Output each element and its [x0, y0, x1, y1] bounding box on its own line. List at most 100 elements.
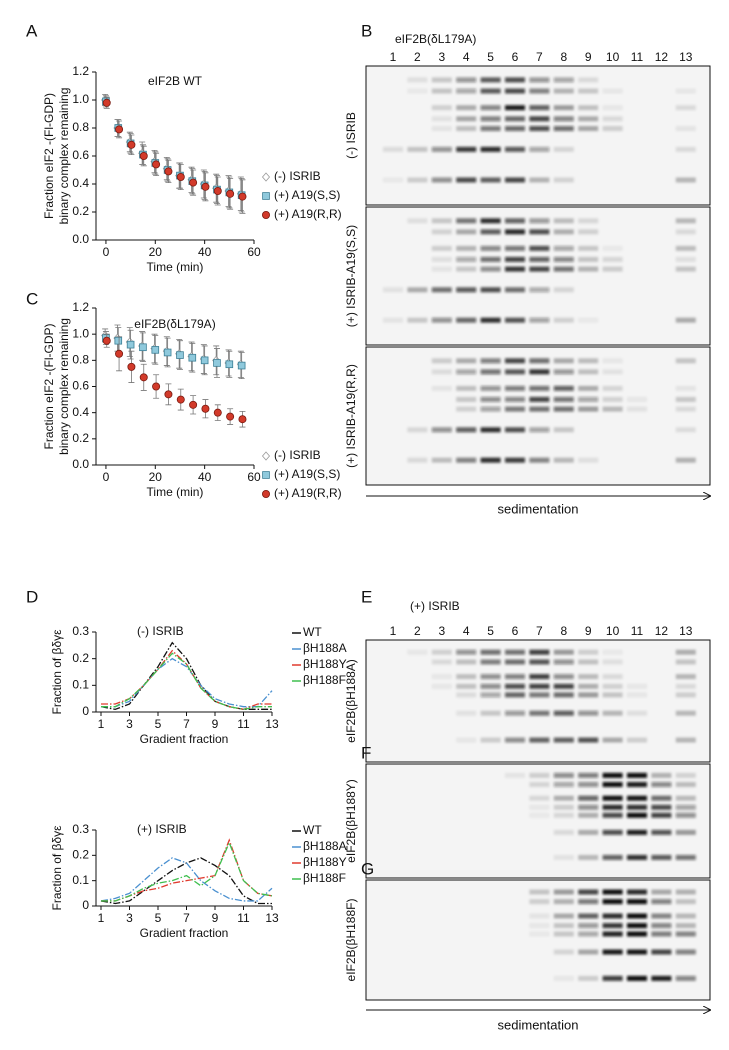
band: [456, 317, 477, 323]
band: [529, 77, 550, 83]
y-tick-label: 0.2: [72, 431, 89, 445]
band: [505, 218, 525, 224]
lane-number: 6: [512, 624, 519, 638]
band: [505, 674, 525, 680]
band: [456, 710, 477, 716]
band: [456, 256, 477, 262]
band: [553, 317, 574, 323]
band: [529, 256, 550, 262]
lane-number: 5: [487, 50, 494, 64]
band: [578, 829, 599, 835]
blot-background: [366, 347, 710, 485]
band: [578, 931, 599, 937]
band: [431, 256, 452, 262]
marker: [261, 210, 270, 219]
band: [480, 385, 501, 391]
band: [602, 116, 623, 122]
band: [675, 385, 696, 391]
marker: [163, 348, 172, 357]
band: [529, 659, 550, 665]
band: [529, 913, 550, 919]
band: [627, 931, 647, 937]
y-tick-label: 0.0: [72, 457, 89, 471]
marker: [127, 362, 136, 371]
x-tick-label: 1: [98, 911, 105, 925]
band: [627, 795, 647, 801]
x-tick-label: 5: [155, 911, 162, 925]
band: [651, 889, 672, 895]
band: [627, 854, 647, 860]
marker: [126, 340, 135, 349]
x-axis-label: Gradient fraction: [140, 732, 229, 746]
band: [456, 683, 477, 689]
x-tick-label: 60: [247, 470, 261, 484]
legend-label: (+) A19(R,R): [274, 486, 342, 500]
band: [456, 229, 477, 235]
band: [480, 649, 501, 655]
band: [383, 287, 403, 293]
band: [529, 229, 550, 235]
blot-frame: [365, 65, 711, 206]
band: [602, 683, 623, 689]
bands: [407, 649, 696, 743]
band: [529, 88, 550, 94]
band: [651, 975, 672, 981]
x-axis-label: Gradient fraction: [140, 926, 229, 940]
band: [578, 245, 599, 251]
band: [505, 692, 525, 698]
band: [675, 256, 696, 262]
band: [553, 396, 574, 402]
band: [529, 266, 550, 272]
y-tick-label: 1.2: [72, 64, 89, 78]
band: [553, 457, 574, 463]
band: [529, 126, 550, 132]
band: [578, 674, 599, 680]
x-tick-label: 1: [98, 717, 105, 731]
band: [407, 88, 428, 94]
chart: C 0.0 0.2 0.4 0.6 0.8 1.0 1.2 0 20 40 60 Time (min) F…: [26, 289, 342, 500]
x-tick-label: 60: [247, 245, 261, 259]
band: [675, 795, 696, 801]
band: [529, 923, 550, 929]
band: [602, 692, 623, 698]
band: [505, 683, 525, 689]
y-axis-label: binary complex remaining: [57, 318, 71, 455]
band: [675, 889, 696, 895]
band: [602, 854, 623, 860]
band: [456, 88, 477, 94]
band: [602, 804, 623, 810]
chart-title: (+) ISRIB: [137, 822, 187, 836]
band: [431, 369, 452, 375]
marker: [102, 98, 111, 107]
x-tick-label: 11: [237, 717, 250, 731]
band: [651, 812, 672, 818]
band: [407, 77, 428, 83]
band: [602, 126, 623, 132]
y-tick-label: 0.1: [72, 873, 89, 887]
band: [456, 146, 477, 152]
band: [602, 406, 623, 412]
band: [553, 812, 574, 818]
band: [675, 931, 696, 937]
band: [480, 105, 501, 111]
band: [651, 949, 672, 955]
band: [602, 899, 623, 905]
band: [456, 427, 477, 433]
band: [553, 854, 574, 860]
marker: [115, 125, 124, 134]
band: [675, 772, 696, 778]
panel-letter: C: [26, 289, 38, 308]
band: [480, 245, 501, 251]
band: [431, 116, 452, 122]
band: [602, 105, 623, 111]
x-tick-label: 3: [126, 911, 133, 925]
series-line: [100, 857, 273, 902]
band: [529, 427, 550, 433]
band: [431, 317, 452, 323]
band: [627, 804, 647, 810]
band: [529, 812, 550, 818]
series-line: [101, 657, 273, 708]
x-tick-label: 7: [183, 717, 190, 731]
band: [675, 782, 696, 788]
